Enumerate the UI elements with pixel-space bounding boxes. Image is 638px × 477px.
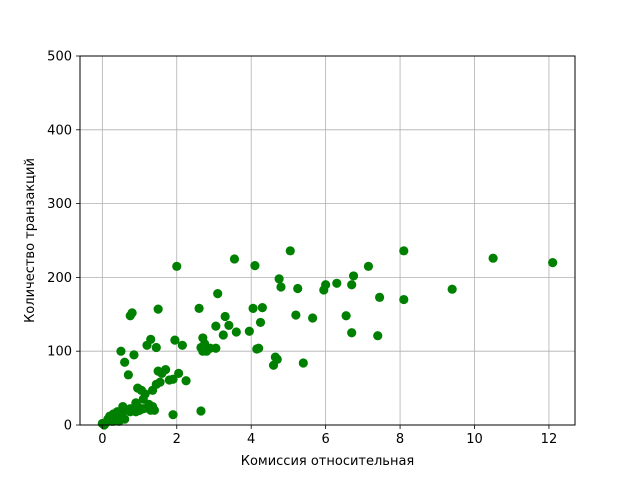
data-point-107: [196, 406, 206, 416]
data-point-72: [229, 254, 240, 264]
data-point-76: [250, 260, 260, 271]
data-point-70: [220, 311, 230, 322]
y-axis-label: Количество транзакций: [23, 158, 38, 323]
data-point-56: [174, 368, 184, 378]
data-point-98: [363, 261, 374, 271]
points-layer: [97, 246, 558, 430]
data-point-66: [211, 343, 221, 353]
data-point-95: [347, 280, 357, 290]
data-point-54: [170, 335, 180, 345]
data-point-80: [257, 303, 267, 313]
data-point-93: [332, 278, 342, 288]
data-point-58: [181, 376, 191, 386]
data-point-101: [399, 246, 409, 256]
data-point-104: [488, 253, 498, 263]
data-point-96: [347, 328, 357, 338]
x-tick-label-5: 10: [466, 432, 483, 447]
x-tick-label-0: 0: [98, 432, 106, 447]
data-point-55: [172, 261, 182, 271]
data-point-89: [298, 358, 308, 368]
data-point-103: [447, 284, 457, 294]
data-point-26: [146, 334, 156, 344]
data-point-97: [348, 271, 359, 281]
y-tick-label-2: 200: [47, 271, 72, 286]
data-point-75: [248, 303, 258, 313]
data-point-73: [231, 327, 241, 337]
x-axis-label: Комиссия относительная: [241, 454, 415, 469]
y-tick-label-1: 100: [47, 345, 72, 360]
data-point-68: [213, 289, 223, 299]
data-point-11: [116, 346, 126, 356]
data-point-100: [375, 292, 385, 302]
data-point-49: [155, 377, 165, 387]
data-point-102: [399, 294, 409, 305]
data-point-48: [153, 304, 163, 314]
y-tick-label-3: 300: [47, 197, 72, 212]
data-point-17: [127, 308, 137, 318]
data-point-45: [147, 401, 158, 412]
x-tick-label-3: 6: [321, 432, 329, 447]
data-point-88: [293, 283, 303, 294]
data-point-79: [255, 317, 266, 328]
x-tick-label-6: 12: [541, 432, 558, 447]
data-point-87: [291, 310, 301, 320]
data-point-67: [211, 321, 221, 331]
data-point-84: [274, 274, 284, 284]
ticks-layer: 0 2 4 6 8 10 12 0 100 200 300 400 500: [47, 50, 557, 448]
data-point-33: [120, 414, 130, 424]
data-point-90: [308, 313, 318, 323]
data-point-24: [140, 389, 150, 399]
y-tick-label-0: 0: [64, 419, 72, 434]
data-point-57: [177, 340, 187, 350]
data-point-71: [224, 320, 234, 330]
data-point-94: [341, 311, 351, 321]
data-point-83: [272, 354, 282, 364]
data-point-13: [120, 357, 130, 367]
data-point-18: [129, 350, 139, 360]
plot-frame: [79, 55, 576, 426]
x-tick-label-2: 4: [247, 432, 255, 447]
data-point-59: [194, 303, 204, 313]
data-point-69: [218, 330, 228, 340]
data-point-47: [151, 342, 161, 353]
data-point-78: [254, 343, 264, 353]
data-point-105: [548, 258, 558, 268]
x-tick-label-1: 2: [173, 432, 181, 447]
data-point-108: [153, 366, 163, 376]
data-point-92: [321, 280, 331, 290]
data-point-51: [161, 365, 171, 375]
data-point-106: [168, 410, 178, 420]
data-point-15: [123, 370, 133, 380]
data-point-74: [244, 326, 254, 336]
y-tick-label-5: 500: [47, 50, 72, 65]
data-point-85: [276, 282, 286, 292]
x-tick-label-4: 8: [396, 432, 404, 447]
data-point-99: [373, 331, 383, 341]
data-point-86: [285, 246, 295, 256]
data-point-53: [168, 374, 178, 384]
y-tick-label-4: 400: [47, 123, 72, 138]
